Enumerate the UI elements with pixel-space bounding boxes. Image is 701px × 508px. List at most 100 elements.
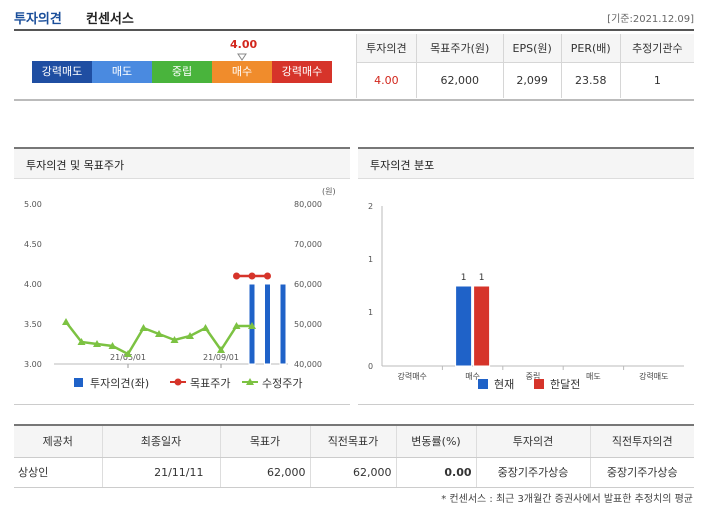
page-subtitle: 컨센서스: [86, 12, 134, 27]
y-right-tick-label: 80,000: [294, 200, 322, 209]
y-right-tick-label: 60,000: [294, 280, 322, 289]
distribution-bar: [455, 285, 473, 367]
detail-provider: 상상인: [14, 457, 102, 488]
summary-divider: [14, 99, 694, 101]
table-row: 상상인 21/11/11 62,000 62,000 0.00 중장기주가상승 …: [14, 457, 694, 488]
legend-adjusted-swatch: [246, 378, 254, 385]
category-label: 중립: [526, 372, 541, 381]
summary-per-value: 23.58: [560, 62, 621, 98]
summary-target-price-value: 62,000: [415, 62, 504, 98]
distribution-bar-label: 1: [461, 273, 467, 283]
detail-header-prev-target: 직전목표가: [309, 425, 396, 458]
detail-header-prev-opinion: 직전투자의견: [589, 425, 694, 458]
detail-target: 62,000: [219, 457, 310, 488]
y-left-tick-label: 3.00: [24, 360, 42, 369]
category-label: 매수: [465, 372, 480, 381]
detail-prev-target: 62,000: [309, 457, 396, 488]
distribution-bar: [473, 285, 491, 367]
opinion-marker-icon: [237, 53, 247, 61]
x-tick-label: 21/09/01: [203, 353, 239, 362]
adjusted-price-line: [65, 321, 252, 356]
opinion-distribution-chart-title: 투자의견 분포: [358, 149, 694, 179]
y-tick-label: 1: [368, 308, 373, 317]
page-header: 투자의견 컨센서스 [기준:2021.12.09]: [14, 6, 694, 28]
y-left-tick-label: 4.00: [24, 280, 42, 289]
y-left-tick-label: 5.00: [24, 200, 42, 209]
legend-label: 수정주가: [262, 377, 302, 390]
detail-change: 0.00: [395, 457, 476, 488]
opinion-segment-sell: 매도: [92, 61, 152, 83]
opinion-price-chart: 5.00 4.50 4.00 3.50 3.00 80,000 70,000 60,000 50…: [24, 187, 336, 390]
summary-header-eps: EPS(원): [502, 34, 562, 63]
detail-header-target: 목표가: [219, 425, 310, 458]
consensus-summary-table: 투자의견 목표주가(원) EPS(원) PER(배) 추정기관수 4.00 62…: [356, 34, 694, 98]
legend-label: 한달전: [550, 378, 580, 391]
adjusted-price-point: [108, 342, 117, 349]
header-divider: [14, 29, 694, 31]
adjusted-price-point: [217, 346, 225, 353]
legend-swatch: [478, 379, 488, 389]
legend-label: 목표주가: [190, 377, 230, 390]
legend-opinion-swatch: [74, 378, 83, 387]
page-title: 투자의견: [14, 12, 62, 27]
opinion-price-chart-title: 투자의견 및 목표주가: [14, 149, 350, 179]
adjusted-price-point: [155, 330, 163, 337]
adjusted-price-point: [170, 336, 179, 343]
adjusted-price-point: [93, 340, 101, 347]
target-price-point: [233, 272, 240, 280]
summary-header-institutions: 추정기관수: [619, 34, 694, 63]
broker-detail-table: 제공처 최종일자 목표가 직전목표가 변동률(%) 투자의견 직전투자의견 상상…: [14, 424, 694, 488]
summary-header-per: PER(배): [560, 34, 621, 63]
distribution-bar-label: 1: [479, 273, 485, 283]
reference-date: [기준:2021.12.09]: [607, 14, 694, 25]
opinion-bar: [264, 283, 271, 365]
legend-label: 투자의견(좌): [90, 377, 149, 390]
summary-header-target-price: 목표주가(원): [415, 34, 504, 63]
target-price-point: [264, 272, 271, 280]
opinion-price-chart-panel: 투자의견 및 목표주가 5.00 4.50 4.00 3.50 3.00 80,000 70…: [14, 147, 350, 405]
opinion-distribution-chart-panel: 투자의견 분포 2 1 1 0 강력매수 매수 1 1 중립 매도 강력매도 현재 한달전: [358, 147, 694, 405]
y-tick-label: 0: [368, 362, 373, 371]
adjusted-price-point: [62, 318, 70, 325]
detail-date: 21/11/11: [101, 457, 220, 488]
legend-label: 현재: [494, 378, 514, 391]
detail-header-change: 변동률(%): [395, 425, 476, 458]
adjusted-price-point: [139, 324, 148, 331]
y-right-unit-label: (원): [322, 187, 336, 196]
footnote: * 컨센서스 : 최근 3개월간 증권사에서 발표한 추정치의 평균: [441, 494, 693, 505]
y-left-tick-label: 4.50: [24, 240, 42, 249]
y-right-tick-label: 70,000: [294, 240, 322, 249]
y-tick-label: 2: [368, 202, 373, 211]
adjusted-price-point: [248, 322, 256, 329]
detail-opinion: 중장기주가상승: [475, 457, 590, 488]
detail-header-provider: 제공처: [14, 425, 102, 458]
adjusted-price-point: [186, 332, 194, 339]
target-price-point: [248, 272, 256, 280]
adjusted-price-point: [77, 338, 86, 345]
summary-institutions-value: 1: [619, 62, 694, 98]
x-tick-label: 21/05/01: [110, 353, 146, 362]
opinion-bar: [279, 283, 287, 365]
legend-swatch: [534, 379, 544, 389]
summary-opinion-value: 4.00: [356, 62, 417, 98]
opinion-segment-hold: 중립: [152, 61, 212, 83]
y-left-tick-label: 3.50: [24, 320, 42, 329]
legend-target-swatch: [174, 378, 182, 386]
detail-prev-opinion: 중장기주가상승: [589, 457, 694, 488]
y-right-tick-label: 40,000: [294, 360, 322, 369]
detail-header-date: 최종일자: [101, 425, 220, 458]
summary-eps-value: 2,099: [502, 62, 562, 98]
category-label: 강력매도: [639, 371, 668, 381]
opinion-segment-buy: 매수: [212, 61, 272, 83]
adjusted-price-point: [201, 324, 210, 331]
opinion-segment-strong-sell: 강력매도: [32, 61, 92, 83]
detail-header-opinion: 투자의견: [475, 425, 590, 458]
summary-header-opinion: 투자의견: [356, 34, 417, 63]
adjusted-price-point: [232, 322, 241, 329]
y-tick-label: 1: [368, 255, 373, 264]
adjusted-price-point: [124, 350, 132, 357]
opinion-scale-value: 4.00: [230, 38, 258, 51]
category-label: 매도: [586, 372, 601, 381]
y-right-tick-label: 50,000: [294, 320, 322, 329]
